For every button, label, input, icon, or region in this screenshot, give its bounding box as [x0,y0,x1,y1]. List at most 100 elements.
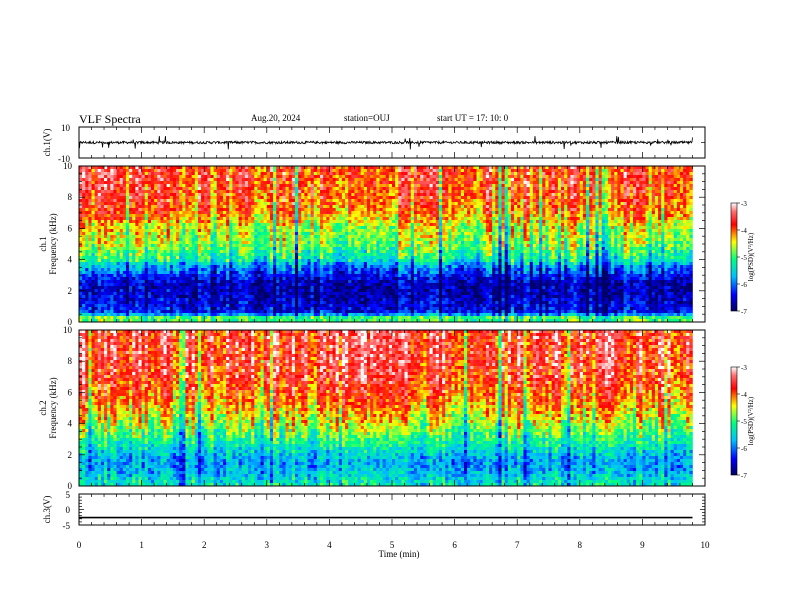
spectrogram-cell [166,202,171,206]
spectrogram-cell [570,193,574,197]
spectrogram-cell [248,223,252,227]
spectrogram-cell [345,238,349,242]
spectrogram-cell [263,205,268,209]
spectrogram-cell [222,199,227,203]
spectrogram-cell [138,217,142,221]
spectrogram-cell [532,211,537,215]
spectrogram-cell [204,238,208,242]
spectrogram-cell [476,238,480,242]
spectrogram-cell [479,229,484,233]
spectrogram-cell [341,214,346,218]
spectrogram-cell [526,205,531,209]
spectrogram-cell [88,232,92,236]
spectrogram-cell [679,229,684,233]
spectrogram-cell [188,217,192,221]
spectrogram-cell [673,196,678,200]
spectrogram-cell [463,169,468,173]
spectrogram-cell [110,181,114,185]
spectrogram-cell [554,196,559,200]
spectrogram-cell [689,172,693,176]
spectrogram-cell [595,199,599,203]
spectrogram-cell [658,217,662,221]
spectrogram-cell [667,187,671,191]
spectrogram-cell [269,184,274,188]
spectrogram-cell [507,217,512,221]
spectrogram-cell [335,229,340,233]
spectrogram-cell [679,235,684,239]
spectrogram-cell [485,229,490,233]
spectrogram-cell [185,208,189,212]
spectrogram-cell [326,181,330,185]
spectrogram-cell [686,187,690,191]
spectrogram-cell [376,166,380,170]
spectrogram-cell [523,169,527,173]
spectrogram-cell [254,199,258,203]
spectrogram-cell [260,232,264,236]
spectrogram-cell [166,214,171,218]
spectrogram-cell [348,205,352,209]
spectrogram-cell [160,187,164,191]
spectrogram-cell [470,229,474,233]
spectrogram-cell [122,217,127,221]
spectrogram-cell [629,190,634,194]
spectrogram-cell [110,226,114,230]
spectrogram-cell [476,214,480,218]
spectrogram-cell [473,217,477,221]
spectrogram-cell [489,205,493,209]
spectrogram-cell [313,184,318,188]
spectrogram-cell [633,187,637,191]
spectrogram-cell [479,232,484,236]
spectrogram-cell [473,205,477,209]
spectrogram-cell [291,175,296,179]
spectrogram-cell [457,178,462,182]
spectrogram-cell [119,202,124,206]
spectrogram-cell [382,223,387,227]
spectrogram-cell [191,175,196,179]
spectrogram-cell [492,229,496,233]
spectrogram-cell [232,175,236,179]
spectrogram-cell [125,235,130,239]
spectrogram-cell [129,232,133,236]
spectrogram-cell [670,178,674,182]
spectrogram-cell [91,193,95,197]
spectrogram-cell [97,181,102,185]
spectrogram-cell [147,211,152,215]
spectrogram-cell [689,178,693,182]
spectrogram-cell [573,184,577,188]
spectrogram-cell [320,190,324,194]
spectrogram-cell [316,229,321,233]
spectrogram-cell [188,199,192,203]
spectrogram-cell [676,196,681,200]
spectrogram-cell [423,217,427,221]
spectrogram-cell [495,175,499,179]
spectrogram-cell [204,184,208,188]
spectrogram-cell [179,208,183,212]
spectrogram-cell [689,187,693,191]
spectrogram-cell [248,190,252,194]
spectrogram-cell [338,208,343,212]
spectrogram-cell [551,202,556,206]
spectrogram-cell [113,220,117,224]
spectrogram-cell [172,205,177,209]
spectrogram-cell [294,199,299,203]
spectrogram-cell [216,193,221,197]
spectrogram-cell [304,202,308,206]
spectrogram-cell [683,178,687,182]
spectrogram-cell [561,184,565,188]
spectrogram-cell [532,190,537,194]
spectrogram-cell [460,169,465,173]
spectrogram-cell [607,190,612,194]
spectrogram-cell [379,208,383,212]
spectrogram-cell [561,178,565,182]
spectrogram-cell [104,184,108,188]
spectrogram-cell [545,202,549,206]
spectrogram-cell [664,217,668,221]
spectrogram-cell [219,217,224,221]
spectrogram-cell [201,214,205,218]
spectrogram-cell [598,220,603,224]
spectrogram-cell [185,229,189,233]
spectrogram-cell [82,169,86,173]
spectrogram-cell [413,238,418,242]
spectrogram-cell [135,232,139,236]
spectrogram-cell [94,208,99,212]
